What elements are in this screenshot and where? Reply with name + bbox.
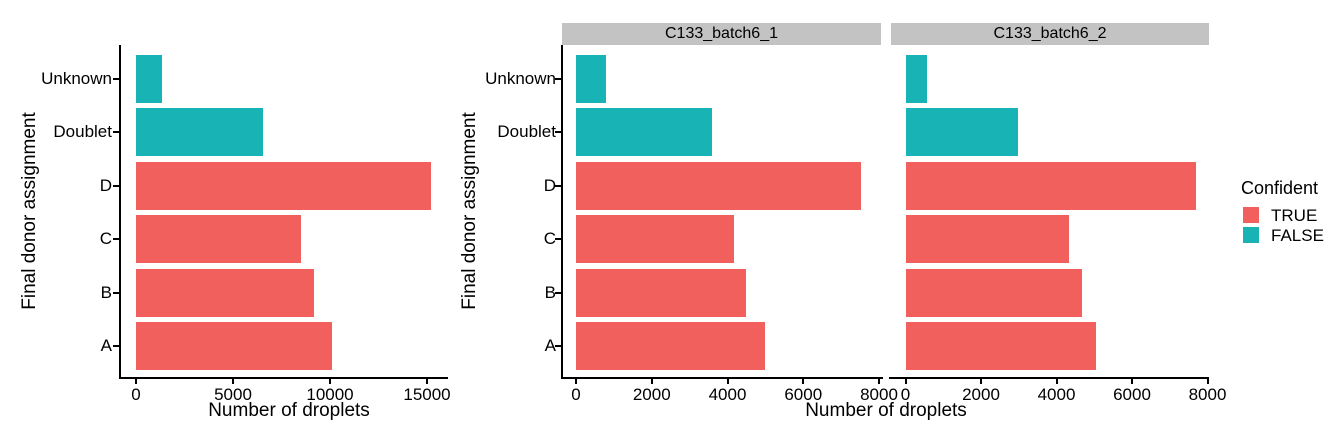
- panel-batch6-1-x-tick-label: 4000: [708, 385, 747, 404]
- panel-batch6-1-x-tick: [878, 379, 880, 384]
- panel-aggregate-x-tick: [329, 379, 331, 384]
- facet-strip-batch6-2: C133_batch6_2: [891, 23, 1209, 45]
- bar-aggregate-unknown: [136, 55, 162, 103]
- panel-aggregate-x-tick: [135, 379, 137, 384]
- panel-aggregate-y-axis-line: [119, 45, 121, 379]
- panel-batch6-1-x-axis-line: [561, 377, 883, 379]
- category-label-unknown: Unknown: [41, 69, 112, 88]
- category-label-b: B: [100, 282, 112, 302]
- panel-batch6-1-y-tick: [555, 131, 561, 134]
- panel-batch6-1-x-tick: [802, 379, 805, 384]
- legend-swatch-false: [1243, 227, 1259, 243]
- category-label-b: B: [544, 282, 556, 302]
- panel-aggregate-x-axis-line: [119, 377, 448, 379]
- category-label-unknown: Unknown: [485, 69, 556, 88]
- legend-label-false: FALSE: [1271, 226, 1324, 245]
- panel-batch6-1-y-axis-line: [561, 45, 563, 379]
- panel-aggregate-y-tick: [113, 238, 119, 241]
- panel-batch6-2-x-tick-label: 6000: [1113, 385, 1151, 404]
- panel-batch6-2-x-tick-label: 8000: [1188, 385, 1227, 404]
- panel-batch6-2-x-tick: [904, 379, 907, 384]
- bar-batch6-2-b: [905, 268, 1082, 317]
- panel-batch6-1-y-tick: [555, 184, 561, 187]
- bar-batch6-2-d: [905, 161, 1196, 210]
- category-label-doublet: Doublet: [497, 122, 556, 142]
- panel-batch6-1-x-tick: [650, 379, 653, 384]
- panel-batch6-1-x-tick: [575, 379, 577, 384]
- panel-aggregate-y-tick: [113, 184, 119, 187]
- category-label-d: D: [99, 175, 112, 195]
- panel-batch6-1-y-tick: [555, 345, 561, 347]
- bar-batch6-2-doublet: [905, 108, 1018, 157]
- bar-batch6-2-a: [905, 322, 1096, 370]
- panel-aggregate-y-tick: [113, 291, 119, 294]
- panel-aggregate-y-tick: [113, 78, 119, 80]
- aggregate-x-axis-title: Number of droplets: [208, 400, 370, 421]
- panel-batch6-2-x-axis-line: [889, 377, 1209, 379]
- panel-aggregate-x-tick: [232, 379, 234, 384]
- legend-swatch-true: [1243, 207, 1259, 223]
- panel-batch6-1-x-tick-label: 0: [571, 385, 581, 404]
- panel-batch6-2-x-tick: [1055, 379, 1058, 384]
- bar-aggregate-d: [136, 161, 431, 210]
- bar-batch6-1-doublet: [576, 108, 712, 157]
- legend-label-true: TRUE: [1271, 206, 1318, 225]
- bar-aggregate-b: [136, 268, 314, 317]
- category-label-a: A: [544, 336, 556, 355]
- panel-aggregate-x-tick-label: 15000: [403, 385, 451, 404]
- category-label-a: A: [100, 336, 112, 355]
- panel-aggregate-x-tick-label: 0: [131, 385, 141, 404]
- bar-batch6-1-d: [576, 161, 861, 210]
- panel-batch6-1-x-tick-label: 2000: [632, 385, 671, 404]
- category-label-c: C: [99, 229, 112, 249]
- bar-aggregate-doublet: [136, 108, 263, 157]
- bar-batch6-1-b: [576, 268, 746, 317]
- panel-batch6-2-x-tick: [1206, 379, 1209, 384]
- panel-batch6-1-y-tick: [555, 291, 561, 294]
- panel-batch6-1-x-tick-label: 8000: [860, 385, 898, 404]
- panel-aggregate-y-tick: [113, 131, 119, 134]
- panel-batch6-1-x-tick: [726, 379, 729, 384]
- bar-batch6-2-unknown: [905, 55, 927, 103]
- category-label-doublet: Doublet: [53, 122, 112, 142]
- panel-aggregate-x-tick-label: 10000: [306, 385, 354, 404]
- facet-strip-batch6-1: C133_batch6_1: [562, 23, 881, 45]
- faceted-x-axis-title: Number of droplets: [805, 400, 967, 421]
- panel-aggregate-x-tick: [426, 379, 428, 384]
- panel-aggregate-x-tick-label: 5000: [214, 385, 252, 404]
- bar-aggregate-c: [136, 215, 301, 264]
- category-label-c: C: [543, 229, 556, 249]
- legend-title: Confident: [1241, 178, 1319, 198]
- bar-batch6-2-c: [905, 215, 1069, 264]
- bar-batch6-1-a: [576, 322, 765, 370]
- bar-batch6-1-unknown: [576, 55, 606, 103]
- panel-batch6-1-y-tick: [555, 238, 561, 241]
- bar-batch6-1-c: [576, 215, 734, 264]
- panel-batch6-2-x-tick-label: 4000: [1037, 385, 1076, 404]
- panel-batch6-2-x-tick-label: 2000: [962, 385, 1000, 404]
- panel-batch6-1-x-tick-label: 6000: [784, 385, 823, 404]
- bar-aggregate-a: [136, 322, 332, 370]
- panel-aggregate-y-tick: [113, 345, 119, 347]
- panel-batch6-2-x-tick: [1131, 379, 1133, 384]
- category-label-d: D: [543, 175, 556, 195]
- panel-batch6-2-x-tick-label: 0: [900, 385, 911, 404]
- panel-batch6-2-x-tick: [980, 379, 982, 384]
- panel-batch6-1-y-tick: [555, 78, 561, 80]
